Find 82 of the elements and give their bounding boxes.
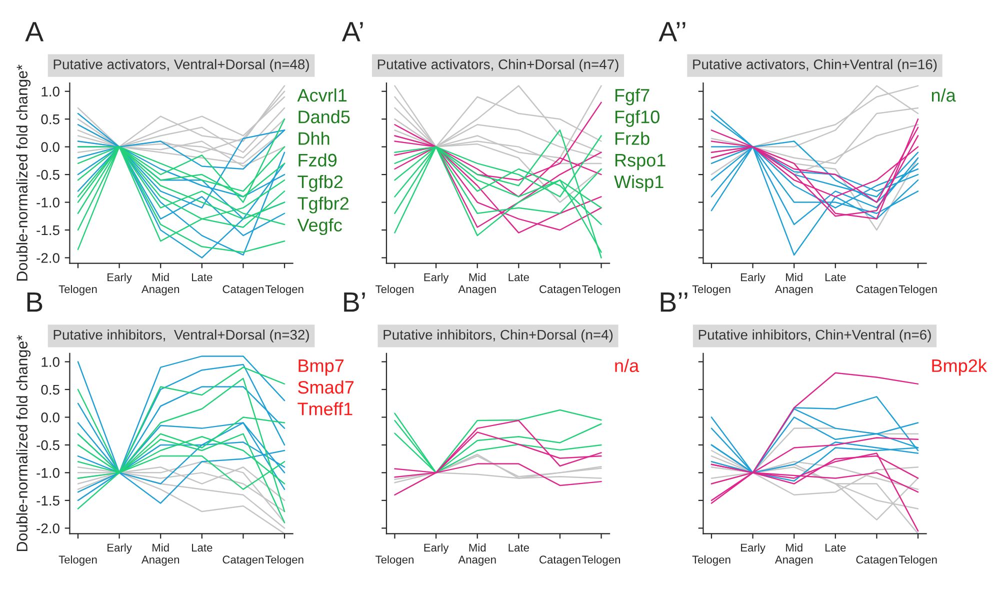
y-tick-label: -2.0 (36, 253, 60, 263)
x-tick-label: Catagen (540, 285, 580, 296)
x-tick-label: Late (826, 273, 846, 282)
x-tick-label: Early (741, 543, 766, 554)
x-tick-label: Mid Anagen (458, 543, 496, 566)
y-tick-label: -0.5 (36, 440, 60, 450)
text: n/a (932, 88, 956, 102)
y-tick-label: 1.0 (42, 357, 60, 367)
text: Vegfc (297, 218, 342, 236)
text: B’ (344, 292, 365, 312)
x-tick-label: Telogen (692, 284, 730, 296)
chart-title: Putative activators, Chin+Ventral (n=16) (693, 59, 937, 72)
x-tick-label: Early (424, 543, 449, 554)
x-tick-label: Late (192, 273, 212, 282)
x-tick-label: Mid Anagen (141, 273, 180, 296)
y-tick-label: -0.5 (36, 170, 60, 180)
y-tick-label: -1.0 (36, 468, 60, 478)
y-tick-label: 0.0 (41, 412, 60, 422)
x-tick-label: Telogen (898, 284, 937, 296)
x-tick-label: Mid Anagen (458, 273, 496, 296)
text: A (25, 22, 44, 42)
text: Tmeff1 (298, 402, 352, 416)
y-tick-label: -2.0 (36, 523, 60, 534)
text: Fgf7 (615, 88, 650, 106)
text: n/a (615, 358, 640, 372)
x-tick-label: Catagen (222, 285, 264, 296)
x-tick-label: Telogen (265, 284, 304, 296)
x-tick-label: Early (108, 543, 132, 554)
x-tick-label: Mid Anagen (141, 543, 180, 566)
y-tick-label: -1.0 (36, 198, 60, 208)
chart-title: Putative inhibitors, Chin+Dorsal (n=4) (384, 329, 613, 342)
x-tick-label: Catagen (856, 556, 897, 566)
y-tick-label: 0.5 (41, 114, 60, 124)
y-tick-label: 0.0 (41, 142, 60, 152)
x-tick-label: Telogen (58, 555, 97, 566)
text: A’ (342, 22, 363, 42)
chart-title: Putative inhibitors, Ventral+Dorsal (n=32) (54, 329, 309, 342)
x-tick-label: Catagen (222, 556, 264, 566)
text: Bmp2k (932, 358, 987, 376)
chart-title: Putative inhibitors, Chin+Ventral (n=6) (698, 329, 931, 342)
y-tick-label: -1.5 (36, 496, 60, 506)
y-axis-title: Double-normalized fold change* (16, 335, 31, 552)
x-tick-label: Telogen (376, 555, 414, 566)
text: A’’ (658, 22, 686, 42)
y-tick-label: 0.5 (41, 384, 60, 395)
x-tick-label: Mid Anagen (774, 543, 813, 566)
x-tick-label: Telogen (582, 555, 620, 566)
text: Wisp1 (614, 174, 664, 192)
text: B’’ (660, 292, 688, 312)
x-tick-label: Telogen (898, 555, 937, 566)
x-tick-label: Early (108, 273, 132, 284)
text: B (27, 292, 42, 312)
chart-title: Putative activators, Chin+Dorsal (n=47) (378, 59, 618, 72)
x-tick-label: Telogen (582, 284, 620, 296)
text: Fgf10 (615, 110, 660, 127)
x-tick-label: Telogen (265, 555, 304, 566)
text: Bmp7 (298, 360, 344, 376)
text: Tgfb2 (298, 174, 343, 192)
x-tick-label: Telogen (58, 284, 97, 296)
x-tick-label: Late (508, 273, 529, 282)
text: Smad7 (298, 380, 354, 394)
text: Fzd9 (298, 153, 337, 167)
text: Acvrl1 (297, 88, 347, 102)
text: Dand5 (298, 110, 350, 124)
y-tick-label: 1.0 (42, 86, 60, 97)
x-tick-label: Late (508, 544, 529, 552)
text: Dhh (298, 132, 330, 145)
x-tick-label: Telogen (692, 555, 730, 566)
text: Rspo1 (615, 154, 666, 170)
x-tick-label: Early (741, 273, 766, 284)
x-tick-label: Catagen (856, 285, 897, 296)
x-tick-label: Late (826, 544, 846, 552)
x-tick-label: Telogen (376, 284, 414, 296)
x-tick-label: Early (424, 273, 449, 284)
chart-title: Putative activators, Ventral+Dorsal (n=48) (54, 59, 309, 72)
x-tick-label: Late (192, 544, 212, 552)
text: Frzb (615, 132, 650, 145)
text: Tgfbr2 (298, 196, 349, 214)
x-tick-label: Catagen (540, 556, 580, 566)
y-axis-title: Double-normalized fold change* (16, 64, 31, 281)
y-tick-label: -1.5 (36, 225, 60, 236)
x-tick-label: Mid Anagen (774, 273, 813, 296)
